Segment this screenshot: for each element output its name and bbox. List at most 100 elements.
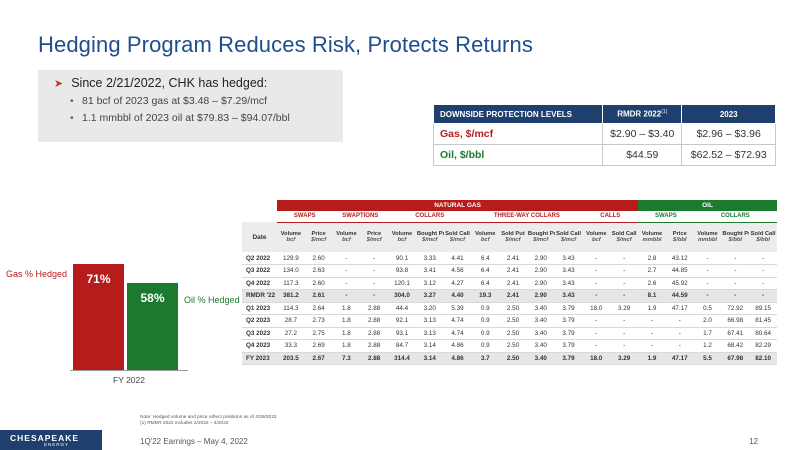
oil-hedged-label: Oil % Hedged: [184, 295, 240, 305]
table-cell: 6.4: [471, 264, 500, 278]
company-logo: CHESAPEAKE ENERGY: [0, 430, 102, 450]
table-cell: 93.8: [388, 264, 416, 278]
dp-label-gas: Gas, $/mcf: [432, 123, 604, 145]
table-cell: 2.50: [499, 327, 527, 340]
column-header: Sold Call $/mcf: [554, 222, 583, 252]
footnote-line: Note: Hedged volume and price reflect po…: [140, 415, 277, 420]
column-header-title: Volume: [641, 230, 663, 237]
column-header-unit: $/mcf: [422, 237, 438, 244]
table-cell: 2.7: [638, 264, 666, 278]
table-cell: 82.29: [749, 339, 777, 353]
table-cell: 3.79: [554, 302, 583, 315]
row-date: Q2 2022: [242, 252, 277, 265]
table-cell: 44.59: [665, 289, 694, 303]
dp-header-2023: 2023: [681, 104, 776, 124]
column-header: Volume bcf: [388, 222, 416, 252]
slide-title: Hedging Program Reduces Risk, Protects R…: [38, 32, 533, 57]
table-cell: 2.60: [304, 252, 333, 265]
table-cell: 3.43: [554, 289, 583, 303]
footer-text: 1Q'22 Earnings – May 4, 2022: [140, 437, 248, 446]
table-cell: 2.0: [693, 314, 722, 328]
table-cell: 2.88: [360, 327, 389, 340]
table-cell: 47.17: [665, 302, 694, 315]
row-date: Q4 2022: [242, 277, 277, 290]
table-cell: 2.90: [526, 289, 555, 303]
column-header-title: Bought Put: [527, 230, 555, 237]
callout-bullets: 81 bcf of 2023 gas at $3.48 – $7.29/mcf …: [54, 95, 333, 124]
table-cell: -: [582, 264, 611, 278]
table-cell: -: [749, 277, 777, 290]
table-cell: 117.3: [277, 277, 305, 290]
table-cell: 2.69: [304, 339, 333, 353]
table-cell: 43.12: [665, 252, 694, 265]
table-row: FY 2023 203.5 2.67 7.3 2.88 314.4 3.14 4.86 3.7 2…: [242, 352, 777, 365]
table-cell: -: [693, 264, 722, 278]
footnote-line: (1) RMDR 2022 includes 2/2022 – 4/2022: [140, 421, 229, 427]
column-header-unit: $/mcf: [449, 237, 466, 244]
column-header: Bought Put$/bbl: [721, 222, 750, 252]
table-corner: [242, 200, 277, 211]
column-header: Bought Put$/mcf: [526, 222, 555, 252]
subgroup-oil-collars: COLLARS: [693, 211, 777, 223]
table-row: Q3 2023 27.2 2.75 1.8 2.88 93.1 3.13 4.74 0.9 2.5…: [242, 327, 777, 340]
column-header-title: Volume: [280, 230, 302, 237]
column-header-title: Volume: [474, 230, 496, 237]
column-header-title: Price: [672, 230, 687, 237]
oil-hedged-value: 58%: [140, 291, 165, 305]
table-cell: 4.40: [443, 289, 472, 303]
table-cell: 80.64: [749, 327, 777, 340]
callout-bullet: 81 bcf of 2023 gas at $3.48 – $7.29/mcf: [70, 95, 333, 107]
table-cell: 3.79: [554, 327, 583, 340]
table-cell: -: [749, 252, 777, 265]
table-cell: 3.40: [526, 302, 555, 315]
table-cell: 3.79: [554, 352, 583, 365]
subgroup-gas-collars: COLLARS: [388, 211, 472, 223]
column-header-unit: mmbbl: [698, 237, 718, 244]
group-natural-gas: NATURAL GAS: [277, 200, 639, 211]
table-row: Q3 2022 134.0 2.63- -93.8 3.41 4.56 6.4 2.41 2.9…: [242, 264, 777, 278]
column-header: Bought Put$/mcf: [415, 222, 444, 252]
table-cell: 93.1: [388, 327, 416, 340]
column-header: Sold Call $/bbl: [749, 222, 777, 252]
table-cell: -: [638, 327, 666, 340]
oil-hedged-bar: 58%: [127, 283, 178, 370]
table-cell: 1.9: [638, 352, 666, 365]
table-cell: -: [360, 289, 389, 303]
hedge-callout: ➤ Since 2/21/2022, CHK has hedged: 81 bc…: [38, 70, 343, 142]
table-cell: 3.43: [554, 252, 583, 265]
table-cell: 82.10: [749, 352, 777, 365]
table-row: Q2 2022 129.9 2.60- -90.1 3.33 4.41 6.4 2.41 2.9…: [242, 252, 777, 265]
table-cell: -: [665, 339, 694, 353]
table-cell: 45.92: [665, 277, 694, 290]
arrow-bullet-icon: ➤: [54, 77, 64, 90]
table-cell: -: [610, 252, 639, 265]
table-cell: 3.40: [526, 327, 555, 340]
column-header-title: Bought Put: [722, 230, 749, 237]
table-cell: -: [610, 289, 639, 303]
column-header-unit: mmbbl: [642, 237, 662, 244]
table-cell: 1.8: [332, 314, 361, 328]
column-header-unit: $/bbl: [672, 237, 687, 244]
table-cell: 4.41: [443, 252, 472, 265]
table-cell: 4.74: [443, 327, 472, 340]
table-cell: -: [665, 327, 694, 340]
table-cell: -: [638, 314, 666, 328]
gas-hedged-bar: 71%: [73, 263, 124, 370]
table-cell: -: [721, 252, 750, 265]
table-cell: -: [693, 252, 722, 265]
table-cell: 3.79: [554, 314, 583, 328]
row-date: Q2 2023: [242, 314, 277, 328]
subgroup-gas-swaps: SWAPS: [277, 211, 333, 223]
table-cell: 72.92: [721, 302, 750, 315]
table-cell: 1.8: [332, 327, 361, 340]
dp-cell: $62.52 – $72.93: [681, 144, 776, 166]
dp-row-oil: Oil, $/bbl $44.59 $62.52 – $72.93: [432, 144, 776, 166]
table-cell: 8.1: [638, 289, 666, 303]
table-cell: 44.4: [388, 302, 416, 315]
table-cell: 2.41: [499, 252, 527, 265]
column-header-title: Volume: [336, 230, 357, 237]
table-cell: 4.86: [443, 352, 472, 365]
table-cell: 1.9: [638, 302, 666, 315]
column-header: Volume bcf: [471, 222, 500, 252]
table-cell: 1.2: [693, 339, 722, 353]
